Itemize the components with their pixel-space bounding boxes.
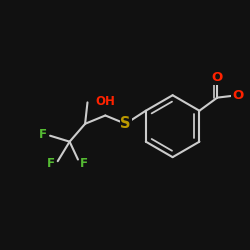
Text: O: O — [232, 89, 243, 102]
Text: F: F — [80, 156, 88, 170]
Text: F: F — [38, 128, 46, 141]
Text: O: O — [212, 71, 223, 84]
Text: S: S — [120, 116, 131, 131]
Text: F: F — [47, 157, 55, 170]
Text: OH: OH — [96, 95, 116, 108]
